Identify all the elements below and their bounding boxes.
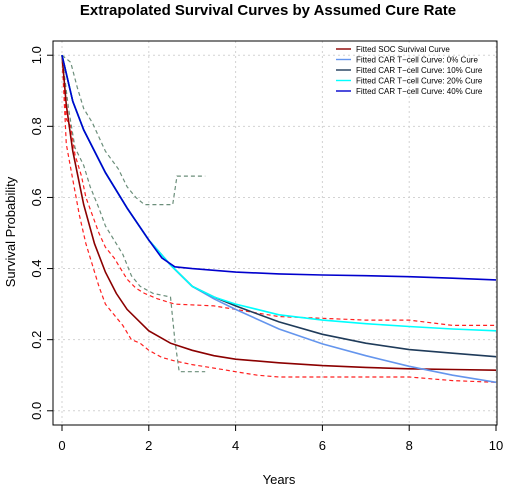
y-tick-label: 0.4 — [29, 260, 44, 278]
y-axis-label: Survival Probability — [3, 176, 18, 287]
legend-label: Fitted CAR T−cell Curve: 10% Cure — [356, 66, 483, 75]
x-axis: 0 2 4 6 8 10 — [58, 425, 503, 453]
y-tick-label: 0.2 — [29, 331, 44, 349]
x-tick-label: 10 — [489, 438, 503, 453]
x-tick-label: 0 — [58, 438, 65, 453]
grid — [53, 41, 497, 425]
series-layer — [61, 54, 497, 384]
y-tick-label: 1.0 — [29, 46, 44, 64]
x-axis-label: Years — [263, 472, 296, 487]
x-tick-label: 8 — [406, 438, 413, 453]
series-line — [61, 55, 497, 281]
y-tick-label: 0.8 — [29, 117, 44, 135]
series-line — [61, 55, 497, 358]
x-tick-label: 4 — [232, 438, 239, 453]
legend-label: Fitted CAR T−cell Curve: 20% Cure — [356, 77, 483, 86]
series-line — [61, 55, 497, 332]
y-axis: 0.0 0.2 0.4 0.6 0.8 1.0 — [29, 46, 53, 420]
chart-title: Extrapolated Survival Curves by Assumed … — [80, 2, 456, 19]
legend-label: Fitted CAR T−cell Curve: 0% Cure — [356, 56, 478, 65]
legend-label: Fitted SOC Survival Curve — [356, 45, 450, 54]
series-line — [61, 55, 497, 371]
x-tick-label: 6 — [319, 438, 326, 453]
legend: Fitted SOC Survival Curve Fitted CAR T−ce… — [336, 45, 483, 96]
y-tick-label: 0.0 — [29, 402, 44, 420]
series-line — [61, 55, 496, 326]
series-line — [61, 55, 206, 373]
legend-label: Fitted CAR T−cell Curve: 40% Cure — [356, 87, 483, 96]
plot-frame — [52, 40, 498, 426]
y-tick-label: 0.6 — [29, 188, 44, 206]
x-tick-label: 2 — [145, 438, 152, 453]
series-line — [61, 55, 497, 383]
